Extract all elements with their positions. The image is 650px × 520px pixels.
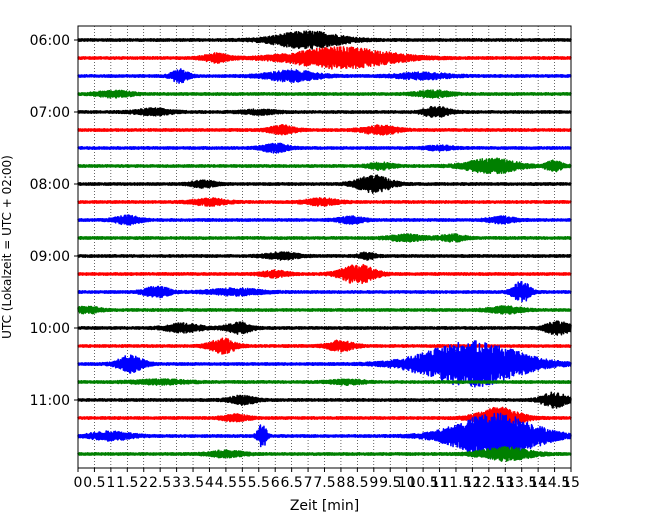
seismogram-trace xyxy=(77,68,572,84)
x-axis-label: Zeit [min] xyxy=(290,498,359,514)
seismogram-trace xyxy=(77,197,572,207)
seismogram-trace xyxy=(77,280,572,303)
x-tick-label: 7.5 xyxy=(313,475,335,491)
seismogram-trace xyxy=(77,263,572,285)
x-tick-label: 11 xyxy=(431,475,449,491)
seismogram-trace xyxy=(77,412,572,460)
seismogram-trace xyxy=(77,30,572,50)
seismogram-trace xyxy=(77,337,572,355)
x-axis-ticks: 0 0.5 1 1.5 2 2.5 3 3.5 4 4.5 5 5.5 6 6.5 7 7.5 8 8.5 9 9.5… xyxy=(74,468,580,491)
x-tick-label: 9 xyxy=(369,475,378,491)
x-tick-label: 15 xyxy=(562,475,580,491)
seismogram-trace xyxy=(77,89,572,99)
seismogram-trace xyxy=(77,124,572,136)
seismogram-trace xyxy=(77,174,572,194)
y-tick-label: 11:00 xyxy=(30,393,70,409)
x-tick-label: 1.5 xyxy=(116,475,138,491)
x-tick-label: 5.5 xyxy=(248,475,270,491)
seismogram-trace xyxy=(77,142,572,154)
seismogram-trace xyxy=(77,391,572,409)
x-tick-label: 2.5 xyxy=(149,475,171,491)
x-tick-label: 12 xyxy=(463,475,481,491)
seismogram-trace xyxy=(77,46,572,70)
x-tick-label: 13 xyxy=(496,475,514,491)
y-tick-label: 07:00 xyxy=(30,105,70,121)
seismogram-trace xyxy=(77,214,572,226)
seismogram-trace xyxy=(77,305,572,315)
seismogram-trace xyxy=(77,157,572,175)
seismogram-trace xyxy=(77,233,572,243)
seismogram-trace xyxy=(77,406,572,429)
x-tick-label: 8.5 xyxy=(346,475,368,491)
seismogram-trace xyxy=(77,446,572,462)
x-tick-label: 12.5 xyxy=(473,475,504,491)
x-tick-label: 0 xyxy=(74,475,83,491)
x-tick-label: 7 xyxy=(304,475,313,491)
x-tick-label: 6 xyxy=(271,475,280,491)
y-tick-label: 08:00 xyxy=(30,177,70,193)
y-axis-ticks: 06:00 07:00 08:00 09:00 10:00 11:00 xyxy=(30,33,78,409)
x-tick-label: 11.5 xyxy=(440,475,471,491)
x-tick-label: 10 xyxy=(398,475,416,491)
seismogram-trace xyxy=(77,378,572,386)
x-tick-label: 4 xyxy=(205,475,214,491)
x-tick-label: 9.5 xyxy=(379,475,401,491)
y-tick-label: 06:00 xyxy=(30,33,70,49)
x-tick-label: 10.5 xyxy=(408,475,439,491)
x-tick-label: 3 xyxy=(172,475,181,491)
x-tick-label: 0.5 xyxy=(83,475,105,491)
seismogram-trace xyxy=(77,320,572,336)
y-tick-label: 09:00 xyxy=(30,249,70,265)
y-axis-label: UTC (Lokalzeit = UTC + 02:00) xyxy=(0,155,14,339)
x-tick-label: 4.5 xyxy=(215,475,237,491)
seismogram-trace xyxy=(77,251,572,261)
seismogram-trace xyxy=(77,105,572,118)
y-tick-label: 10:00 xyxy=(30,321,70,337)
x-tick-label: 5 xyxy=(238,475,247,491)
x-tick-label: 1 xyxy=(106,475,115,491)
x-tick-label: 14 xyxy=(529,475,547,491)
seismogram-trace xyxy=(77,340,572,388)
x-tick-label: 8 xyxy=(336,475,345,491)
x-tick-label: 3.5 xyxy=(182,475,204,491)
x-tick-label: 6.5 xyxy=(281,475,303,491)
seismogram-traces xyxy=(77,30,572,462)
x-tick-label: 14.5 xyxy=(539,475,570,491)
x-tick-label: 2 xyxy=(139,475,148,491)
x-tick-label: 13.5 xyxy=(506,475,537,491)
